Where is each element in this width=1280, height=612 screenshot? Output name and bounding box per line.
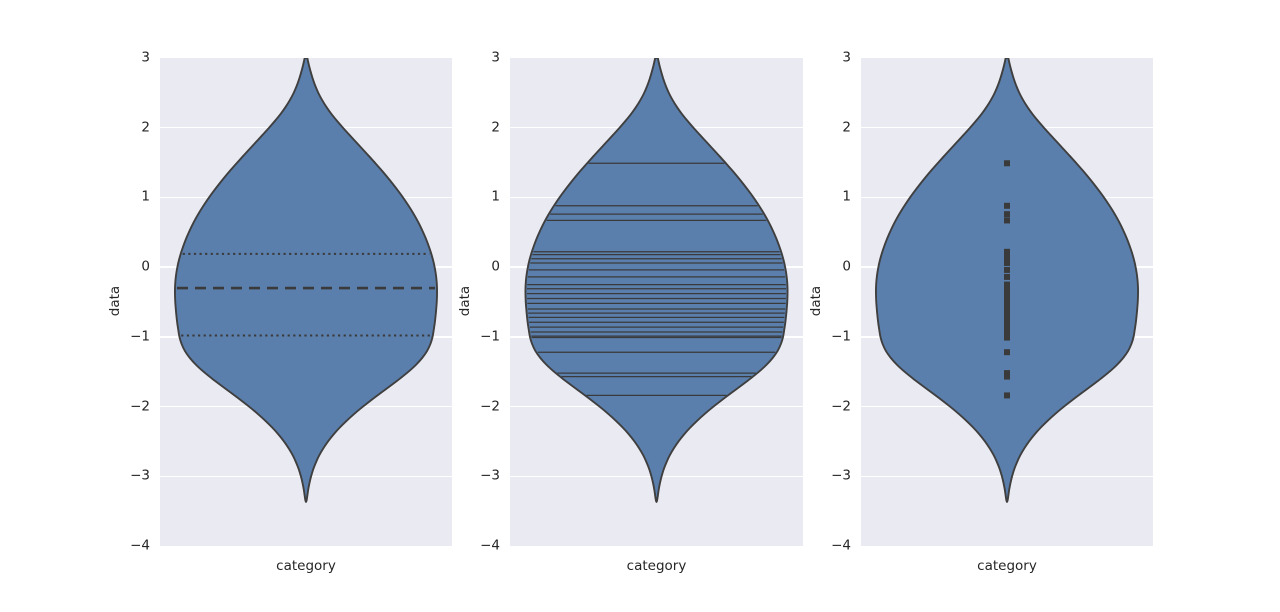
point-marker	[1004, 290, 1010, 297]
ytick-label: 0	[491, 258, 500, 275]
point-marker	[1004, 255, 1010, 262]
point-marker	[1004, 251, 1010, 258]
ytick-label: 2	[842, 118, 851, 135]
point-marker	[1004, 273, 1010, 280]
ytick-label: −1	[831, 328, 851, 345]
ytick-label: 3	[141, 49, 150, 66]
ytick-label: 2	[141, 118, 150, 135]
point-marker	[1004, 370, 1010, 377]
x-axis-label: category	[977, 558, 1037, 574]
ytick-label: 2	[491, 118, 500, 135]
ytick-label: −3	[480, 467, 500, 484]
point-marker	[1004, 259, 1010, 266]
point-marker	[1004, 373, 1010, 380]
x-axis-label: category	[276, 558, 336, 574]
y-axis-label: data	[808, 285, 824, 317]
ytick-label: −2	[130, 397, 150, 414]
ytick-label: −4	[480, 537, 500, 554]
violin-point	[875, 58, 1139, 503]
point-marker	[1004, 217, 1010, 224]
ytick-label: −4	[130, 537, 150, 554]
ytick-label: 0	[842, 258, 851, 275]
ytick-label: 1	[141, 188, 150, 205]
violin-inner-box	[177, 252, 435, 337]
point-marker	[1004, 202, 1010, 209]
ytick-label: −2	[480, 397, 500, 414]
ytick-label: −4	[831, 537, 851, 554]
point-marker	[1004, 324, 1010, 331]
point-marker	[1004, 266, 1010, 273]
ytick-label: −3	[831, 467, 851, 484]
point-marker	[1004, 300, 1010, 307]
point-marker	[1004, 281, 1010, 288]
point-marker	[1004, 305, 1010, 312]
violin-body	[524, 58, 789, 503]
point-marker	[1004, 285, 1010, 292]
ytick-label: −1	[480, 328, 500, 345]
point-marker	[1004, 349, 1010, 356]
point-marker	[1004, 319, 1010, 326]
point-marker	[1004, 310, 1010, 317]
point-marker	[1004, 211, 1010, 218]
point-marker	[1004, 160, 1010, 167]
violin-inner-stick	[527, 162, 786, 397]
violin-stick	[524, 58, 789, 503]
x-axis-label: category	[626, 558, 687, 574]
ytick-label: −1	[130, 328, 150, 345]
ytick-label: 3	[842, 49, 851, 66]
ytick-label: 3	[491, 49, 500, 66]
ytick-label: −2	[831, 397, 851, 414]
violin-body	[875, 58, 1139, 503]
point-marker	[1004, 334, 1010, 341]
violin-body	[174, 58, 438, 503]
point-marker	[1004, 328, 1010, 335]
violin-inner-point	[1004, 160, 1010, 399]
point-marker	[1004, 295, 1010, 302]
point-marker	[1004, 314, 1010, 321]
ytick-label: 0	[141, 258, 150, 275]
point-marker	[1004, 392, 1010, 399]
ytick-label: 1	[491, 188, 500, 205]
ytick-label: 1	[842, 188, 851, 205]
ytick-label: −3	[130, 467, 150, 484]
violin-box	[174, 58, 438, 503]
